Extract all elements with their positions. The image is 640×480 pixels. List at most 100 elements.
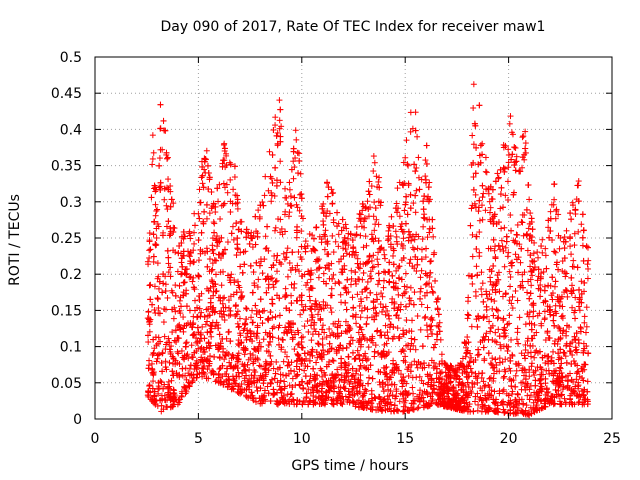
data-point xyxy=(300,397,307,404)
data-point xyxy=(519,211,526,218)
data-point xyxy=(551,322,558,329)
data-point xyxy=(470,141,477,148)
data-point xyxy=(356,356,363,363)
data-point xyxy=(224,239,231,246)
data-point xyxy=(578,221,585,228)
data-point xyxy=(365,374,372,381)
data-point xyxy=(170,315,177,322)
data-point xyxy=(234,320,241,327)
data-point xyxy=(296,157,303,164)
data-point xyxy=(213,288,220,295)
data-point xyxy=(494,315,501,322)
data-point xyxy=(501,165,508,172)
data-point xyxy=(284,245,291,252)
data-point xyxy=(166,359,173,366)
data-point xyxy=(271,192,278,199)
data-point xyxy=(367,268,374,275)
data-point xyxy=(268,376,275,383)
data-point xyxy=(422,281,429,288)
data-point xyxy=(513,336,520,343)
data-point xyxy=(414,261,421,268)
data-point xyxy=(256,339,263,346)
data-point xyxy=(338,299,345,306)
data-point xyxy=(150,253,157,260)
data-point xyxy=(286,320,293,327)
data-point xyxy=(476,217,483,224)
data-point xyxy=(559,312,566,319)
data-point xyxy=(374,296,381,303)
data-point xyxy=(561,234,568,241)
data-point xyxy=(539,236,546,243)
data-point xyxy=(253,259,260,266)
data-point xyxy=(254,387,261,394)
data-point xyxy=(507,283,514,290)
data-point xyxy=(376,174,383,181)
data-point xyxy=(581,361,588,368)
data-point xyxy=(476,102,483,109)
data-point xyxy=(388,381,395,388)
data-point xyxy=(531,354,538,361)
data-point xyxy=(438,351,445,358)
data-point xyxy=(264,223,271,230)
data-point xyxy=(530,308,537,315)
data-point xyxy=(482,168,489,175)
data-point xyxy=(231,174,238,181)
data-point xyxy=(417,326,424,333)
data-point xyxy=(268,198,275,205)
data-point xyxy=(349,294,356,301)
data-point xyxy=(504,178,511,185)
data-point xyxy=(556,364,563,371)
data-point xyxy=(271,227,278,234)
data-point xyxy=(561,349,568,356)
data-point xyxy=(249,289,256,296)
data-point xyxy=(423,179,430,186)
data-point xyxy=(480,314,487,321)
data-point xyxy=(252,302,259,309)
data-point xyxy=(334,209,341,216)
data-point xyxy=(262,173,269,180)
data-point xyxy=(394,209,401,216)
data-point xyxy=(150,258,157,265)
data-point xyxy=(402,270,409,277)
data-point xyxy=(399,383,406,390)
data-point xyxy=(302,373,309,380)
data-point xyxy=(526,196,533,203)
data-point xyxy=(154,206,161,213)
data-point xyxy=(575,340,582,347)
data-point xyxy=(295,170,302,177)
data-point xyxy=(282,208,289,215)
data-point xyxy=(146,382,153,389)
data-point xyxy=(162,287,169,294)
data-point xyxy=(297,170,304,177)
data-point xyxy=(280,358,287,365)
data-point xyxy=(427,326,434,333)
data-point xyxy=(428,257,435,264)
data-point xyxy=(418,301,425,308)
data-point xyxy=(372,205,379,212)
data-point xyxy=(463,350,470,357)
data-point xyxy=(527,263,534,270)
data-point xyxy=(409,384,416,391)
data-point xyxy=(489,305,496,312)
data-point xyxy=(269,296,276,303)
data-point xyxy=(228,230,235,237)
data-point xyxy=(385,335,392,342)
data-point xyxy=(274,379,281,386)
data-point xyxy=(470,408,477,415)
data-point xyxy=(369,264,376,271)
data-point xyxy=(195,210,202,217)
data-point xyxy=(292,154,299,161)
data-point xyxy=(494,170,501,177)
data-point xyxy=(168,377,175,384)
data-point xyxy=(302,248,309,255)
data-point xyxy=(267,398,274,405)
data-point xyxy=(162,281,169,288)
data-point xyxy=(345,353,352,360)
data-point xyxy=(417,295,424,302)
data-point xyxy=(507,113,514,120)
data-point xyxy=(229,223,236,230)
data-point xyxy=(281,378,288,385)
data-point xyxy=(182,343,189,350)
data-point xyxy=(324,179,331,186)
data-point xyxy=(398,371,405,378)
